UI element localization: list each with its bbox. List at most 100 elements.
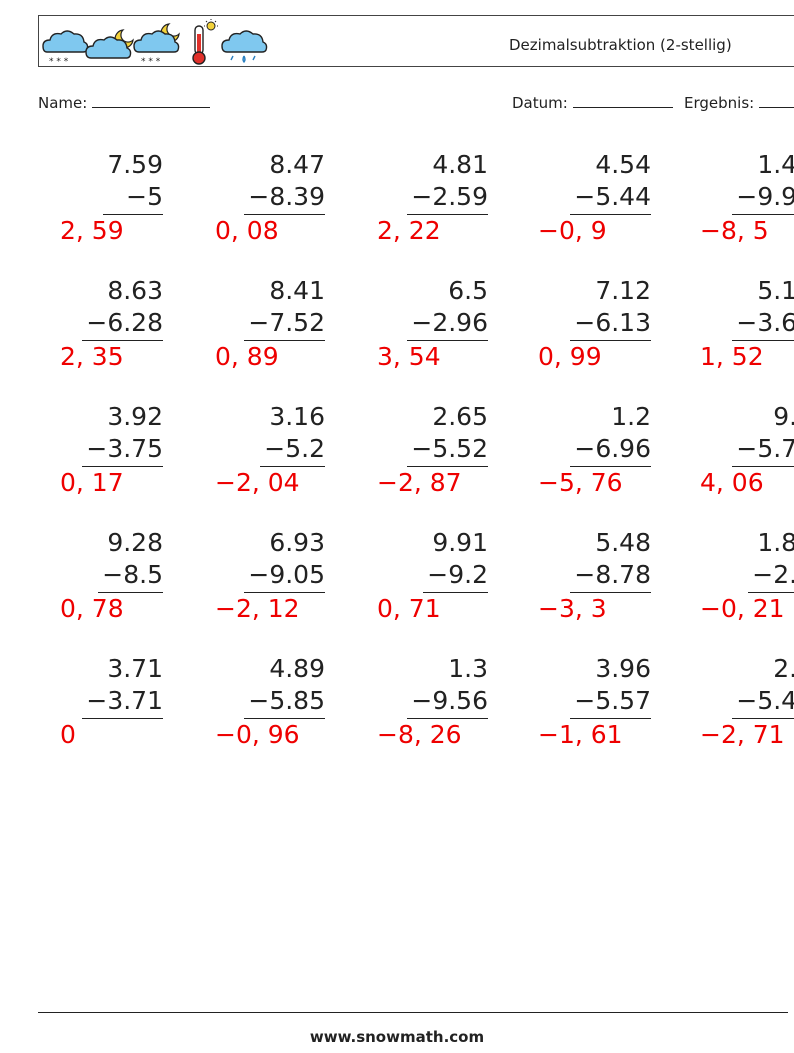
answer: −3, 3 (538, 594, 607, 623)
answer: −8, 5 (700, 216, 769, 245)
answer-rule (82, 718, 163, 719)
minuend: 9.91 (432, 528, 488, 557)
thermometer-sun-icon (192, 19, 218, 65)
svg-text:* * *: * * * (49, 57, 69, 66)
answer-rule (423, 592, 488, 593)
answer: −1, 61 (538, 720, 623, 749)
subtrahend: −5.44 (574, 182, 651, 211)
subtrahend: −3.71 (86, 686, 163, 715)
result-field[interactable]: Ergebnis: (684, 93, 794, 112)
name-line (92, 93, 211, 108)
subtrahend: −9.05 (248, 560, 325, 589)
subtraction-problem: 4.54 −5.44 −0, 9 (491, 150, 651, 260)
subtraction-problem: 9.28 −8.5 0, 78 (3, 528, 163, 638)
subtraction-problem: 7.59 −5 2, 59 (3, 150, 163, 260)
subtraction-problem: 1.89 −2.1 −0, 21 (653, 528, 794, 638)
date-line (572, 93, 673, 108)
subtrahend: −8.78 (574, 560, 651, 589)
worksheet-header: * * * * * * Dezimalsubtraktion (2-stelli… (38, 15, 794, 67)
answer: −8, 26 (377, 720, 462, 749)
answer-rule (570, 592, 651, 593)
subtraction-problem: 3.92 −3.75 0, 17 (3, 402, 163, 512)
subtrahend: −3.75 (86, 434, 163, 463)
subtraction-problem: 8.63 −6.28 2, 35 (3, 276, 163, 386)
subtraction-problem: 5.48 −8.78 −3, 3 (491, 528, 651, 638)
answer-rule (407, 466, 488, 467)
subtraction-problem: 9.91 −9.2 0, 71 (328, 528, 488, 638)
subtrahend: −3.63 (736, 308, 794, 337)
answer: 2, 22 (377, 216, 441, 245)
minuend: 5.15 (757, 276, 794, 305)
subtrahend: −5 (126, 182, 163, 211)
answer: 3, 54 (377, 342, 441, 371)
subtrahend: −2.96 (411, 308, 488, 337)
subtraction-problem: 6.93 −9.05 −2, 12 (165, 528, 325, 638)
answer-rule (732, 340, 794, 341)
date-field[interactable]: Datum: (512, 93, 673, 112)
svg-text:* * *: * * * (141, 57, 161, 66)
answer: −2, 04 (215, 468, 300, 497)
subtraction-problem: 9.8 −5.74 4, 06 (653, 402, 794, 512)
answer: −2, 12 (215, 594, 300, 623)
subtrahend: −6.96 (574, 434, 651, 463)
answer: −2, 71 (700, 720, 785, 749)
minuend: 3.71 (107, 654, 163, 683)
snow-cloud-moon-icon: * * * (133, 23, 180, 66)
minuend: 8.41 (269, 276, 325, 305)
answer-rule (732, 466, 794, 467)
subtrahend: −9.2 (427, 560, 488, 589)
subtrahend: −8.39 (248, 182, 325, 211)
subtrahend: −5.52 (411, 434, 488, 463)
answer: 2, 35 (60, 342, 124, 371)
answer: −0, 21 (700, 594, 785, 623)
answer-rule (407, 340, 488, 341)
result-line (758, 93, 794, 108)
answer-rule (407, 214, 488, 215)
answer: 0, 78 (60, 594, 124, 623)
minuend: 6.5 (448, 276, 488, 305)
answer-rule (98, 592, 163, 593)
minuend: 2.65 (432, 402, 488, 431)
answer-rule (244, 718, 325, 719)
subtraction-problem: 2.7 −5.41 −2, 71 (653, 654, 794, 764)
minuend: 1.89 (757, 528, 794, 557)
answer-rule (244, 340, 325, 341)
minuend: 4.54 (595, 150, 651, 179)
answer-rule (570, 214, 651, 215)
subtraction-problem: 6.5 −2.96 3, 54 (328, 276, 488, 386)
subtraction-problem: 3.16 −5.2 −2, 04 (165, 402, 325, 512)
minuend: 3.96 (595, 654, 651, 683)
subtraction-problem: 5.15 −3.63 1, 52 (653, 276, 794, 386)
subtrahend: −5.41 (736, 686, 794, 715)
answer-rule (407, 718, 488, 719)
rain-cloud-icon (221, 30, 268, 63)
answer: −0, 96 (215, 720, 300, 749)
subtraction-problem: 1.44 −9.94 −8, 5 (653, 150, 794, 260)
answer-rule (244, 592, 325, 593)
name-label: Name: (38, 94, 88, 112)
answer: 4, 06 (700, 468, 764, 497)
cloud-moon-icon (85, 29, 134, 59)
answer: −5, 76 (538, 468, 623, 497)
answer: 0, 99 (538, 342, 602, 371)
answer: 0, 71 (377, 594, 441, 623)
subtraction-problem: 7.12 −6.13 0, 99 (491, 276, 651, 386)
answer-rule (82, 340, 163, 341)
answer: 1, 52 (700, 342, 764, 371)
minuend: 8.63 (107, 276, 163, 305)
date-label: Datum: (512, 94, 568, 112)
weather-icons: * * * * * * (42, 19, 268, 66)
answer: −2, 87 (377, 468, 462, 497)
minuend: 8.47 (269, 150, 325, 179)
subtraction-problem: 4.89 −5.85 −0, 96 (165, 654, 325, 764)
subtrahend: −5.85 (248, 686, 325, 715)
subtraction-problem: 4.81 −2.59 2, 22 (328, 150, 488, 260)
answer-rule (732, 718, 794, 719)
answer: 2, 59 (60, 216, 124, 245)
minuend: 9.8 (773, 402, 794, 431)
name-field[interactable]: Name: (38, 93, 211, 112)
subtrahend: −5.2 (264, 434, 325, 463)
minuend: 5.48 (595, 528, 651, 557)
subtrahend: −5.57 (574, 686, 651, 715)
subtrahend: −7.52 (248, 308, 325, 337)
